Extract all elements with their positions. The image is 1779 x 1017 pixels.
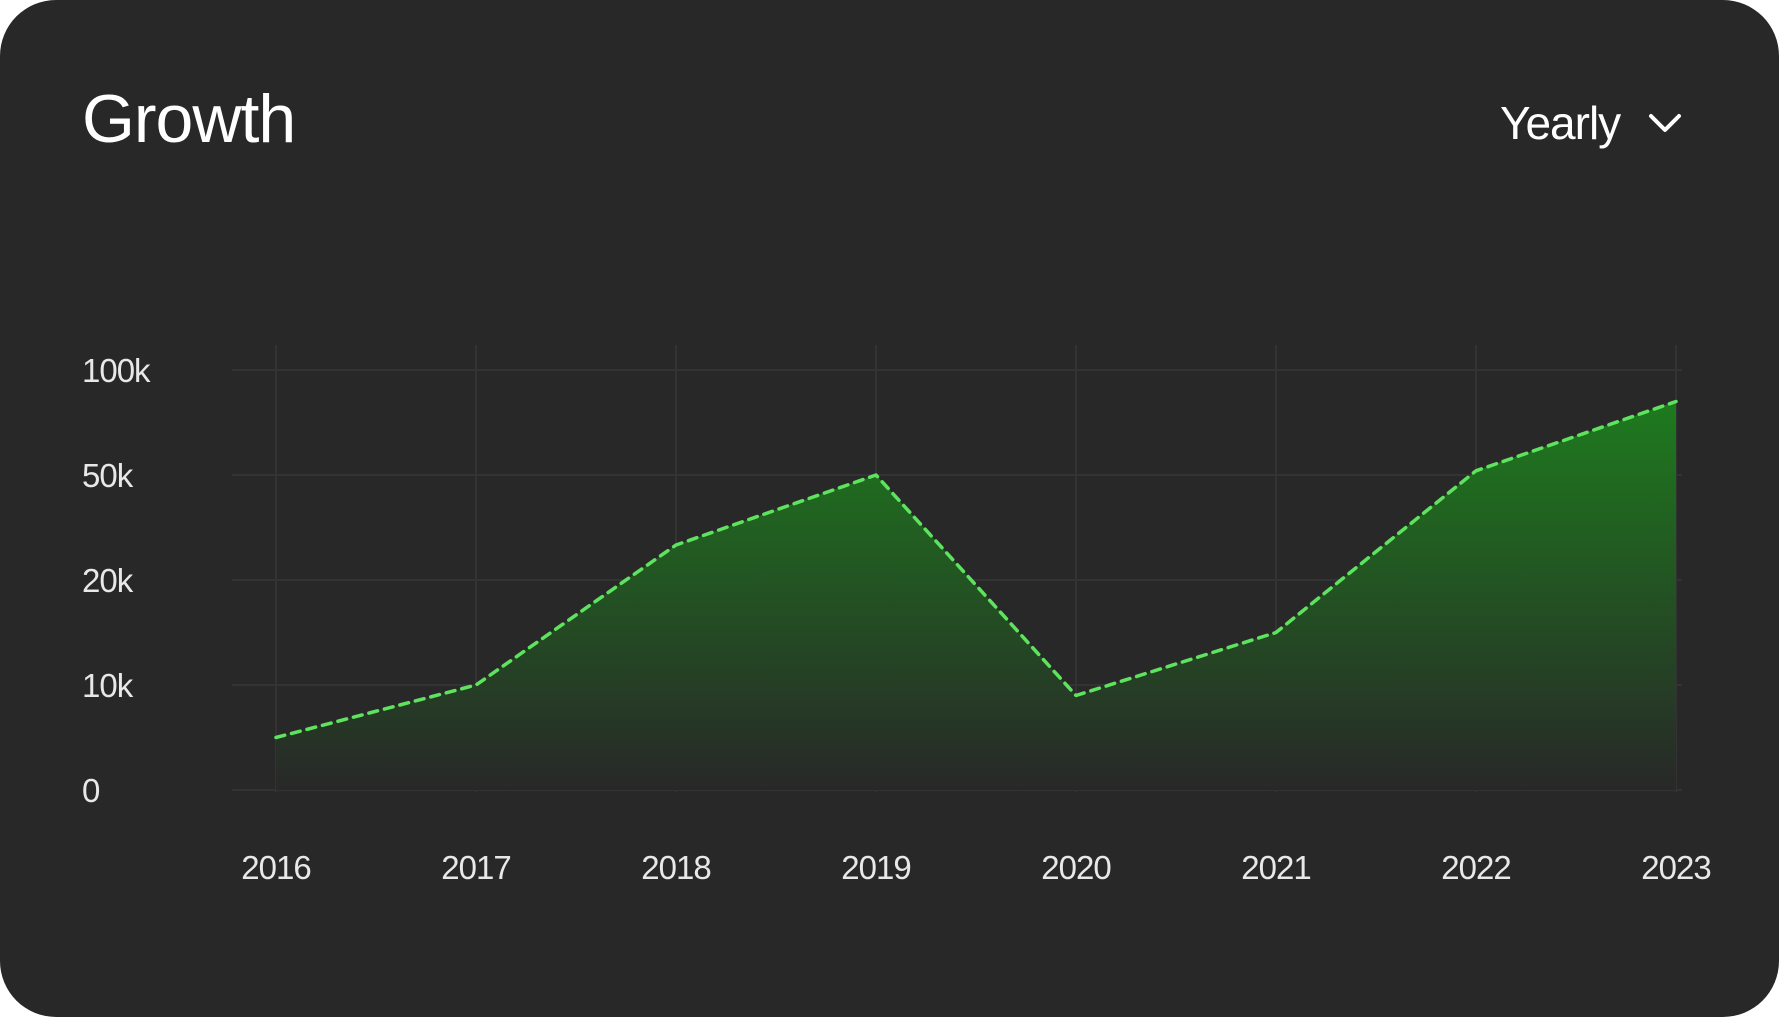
page-title: Growth — [82, 81, 296, 157]
series-area — [276, 401, 1676, 790]
x-tick-label: 2017 — [441, 849, 510, 886]
axis-labels: 0 10k 20k 50k 100k 2016 2017 2018 2019 2020 2021 20… — [82, 352, 1712, 886]
y-tick-label: 0 — [82, 772, 100, 809]
y-tick-label: 50k — [82, 457, 134, 494]
x-tick-label: 2016 — [241, 849, 310, 886]
y-tick-label: 100k — [82, 352, 151, 389]
series-line — [274, 399, 1678, 740]
x-tick-label: 2023 — [1641, 849, 1710, 886]
period-dropdown-label: Yearly — [1500, 97, 1621, 149]
x-tick-label: 2021 — [1241, 849, 1310, 886]
area-layer — [274, 399, 1678, 790]
y-tick-label: 20k — [82, 562, 134, 599]
y-tick-label: 10k — [82, 667, 134, 704]
period-dropdown[interactable]: Yearly — [1500, 88, 1682, 158]
x-tick-label: 2019 — [841, 849, 910, 886]
x-tick-label: 2018 — [641, 849, 710, 886]
x-tick-label: 2022 — [1441, 849, 1510, 886]
chevron-down-icon — [1649, 114, 1682, 132]
x-tick-label: 2020 — [1041, 849, 1111, 886]
